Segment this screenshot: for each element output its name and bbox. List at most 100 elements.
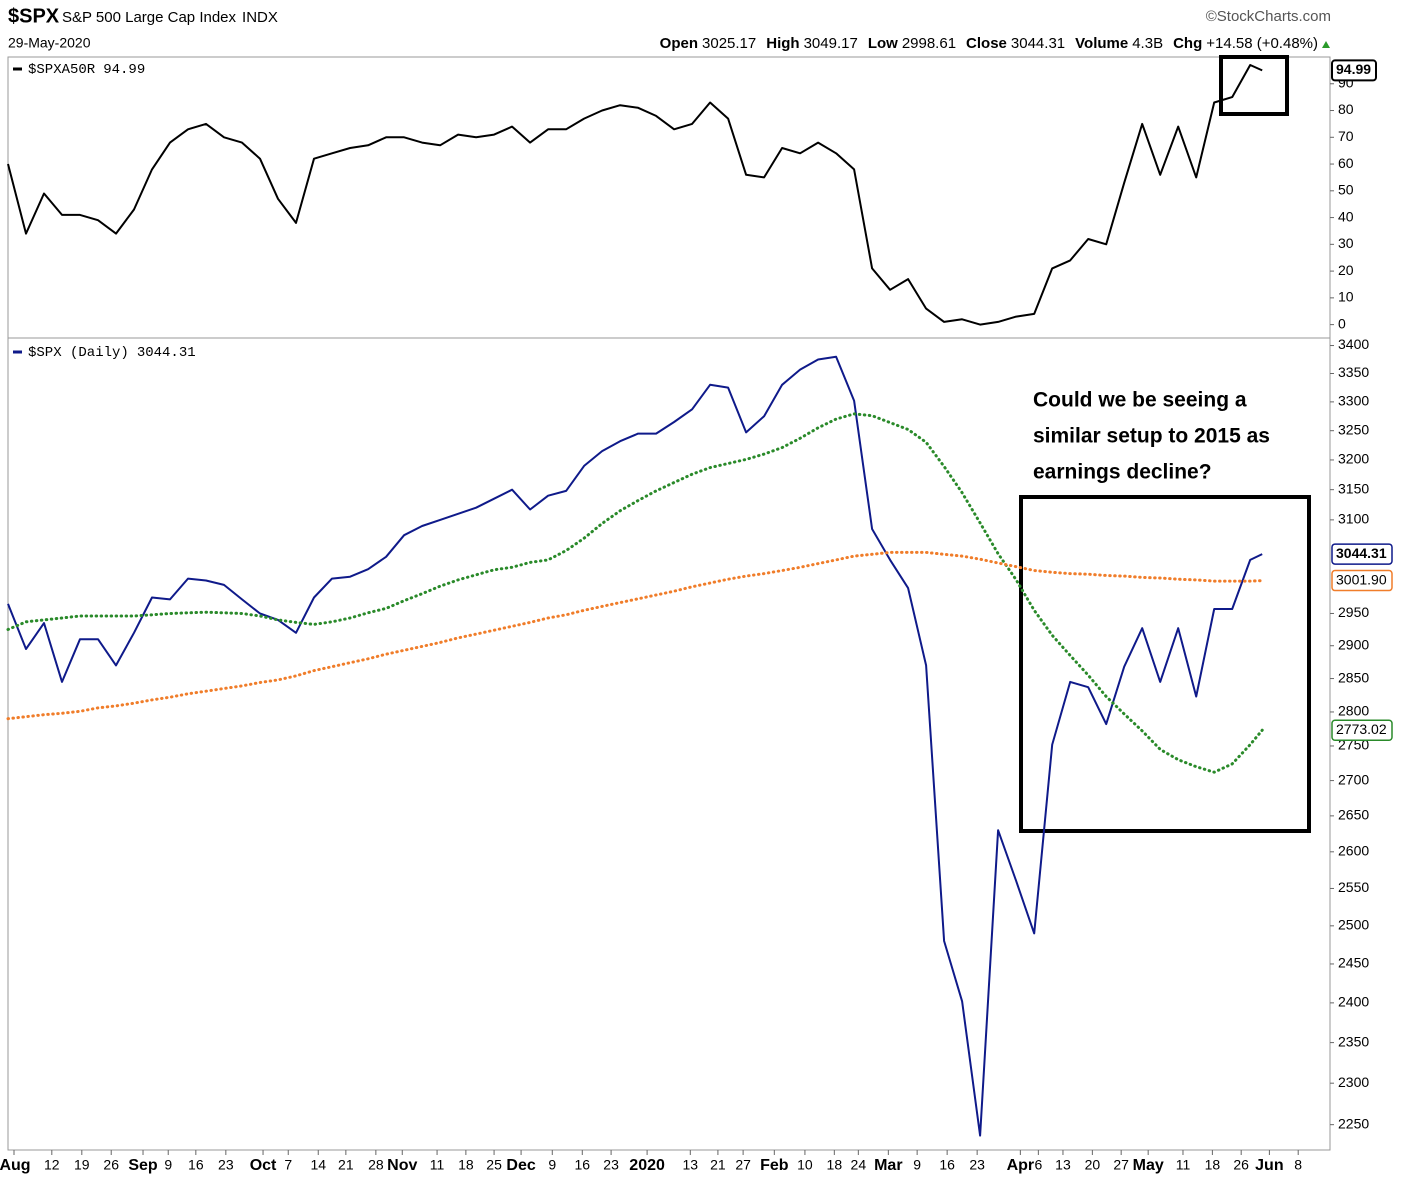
- date: 29-May-2020: [8, 35, 91, 51]
- quote-line: Open 3025.17 High 3049.17 Low 2998.61 Close 304…: [660, 35, 1318, 52]
- legend-name: $SPX (Daily): [28, 345, 129, 361]
- y-tick-label: 2300: [1338, 1074, 1369, 1090]
- moving-average-line: [6, 412, 1264, 774]
- last-value-tag: [1331, 543, 1393, 565]
- last-value-tag: [1331, 569, 1393, 592]
- y-tick-label: 70: [1338, 128, 1354, 144]
- legend-value: 94.99: [103, 62, 145, 78]
- bottom-panel: [7, 337, 1331, 1151]
- x-tick-label: 12: [44, 1157, 60, 1173]
- x-tick-label: 23: [969, 1157, 985, 1173]
- x-tick-label: Dec: [506, 1157, 535, 1174]
- y-tick-label: 2500: [1338, 917, 1369, 933]
- highlight-box-bottom: [1019, 495, 1311, 833]
- x-tick-label: Apr: [1007, 1157, 1035, 1174]
- x-tick-label: 18: [827, 1157, 843, 1173]
- x-tick-label: 8: [1294, 1157, 1302, 1173]
- x-tick-label: Feb: [760, 1157, 789, 1174]
- x-tick-label: Mar: [874, 1157, 902, 1174]
- moving-average-line: [6, 550, 1264, 721]
- x-tick-label: 19: [74, 1157, 90, 1173]
- x-tick-label: 10: [797, 1157, 813, 1173]
- x-tick-label: 16: [574, 1157, 590, 1173]
- x-tick-label: Oct: [250, 1157, 277, 1174]
- up-arrow: [1322, 41, 1330, 48]
- quote-value: 4.3B: [1132, 35, 1163, 52]
- x-tick-label: 20: [1085, 1157, 1101, 1173]
- x-tick-label: 23: [218, 1157, 234, 1173]
- x-tick-label: 16: [188, 1157, 204, 1173]
- x-tick-label: 16: [939, 1157, 955, 1173]
- x-tick-label: 11: [430, 1157, 445, 1173]
- quote-label: Open: [660, 35, 698, 52]
- y-tick-label: 2600: [1338, 843, 1369, 859]
- index-name: S&P 500 Large Cap Index INDX: [62, 9, 278, 26]
- last-value-label: 94.99: [1336, 61, 1371, 77]
- y-tick-label: 3250: [1338, 421, 1369, 437]
- x-tick-label: 6: [1034, 1157, 1042, 1173]
- x-tick-label: 21: [338, 1157, 354, 1173]
- x-tick-label: 25: [486, 1157, 502, 1173]
- annotation: similar setup to 2015 as: [1033, 425, 1270, 448]
- y-tick-label: 2400: [1338, 994, 1369, 1010]
- y-tick-label: 10: [1338, 289, 1354, 305]
- x-tick-label: 11: [1176, 1157, 1191, 1173]
- x-tick-label: 28: [368, 1157, 384, 1173]
- x-tick-label: 13: [683, 1157, 699, 1173]
- x-tick-label: Aug: [0, 1157, 31, 1174]
- y-tick-label: 60: [1338, 155, 1354, 171]
- quote-label: Close: [966, 35, 1007, 52]
- x-tick-label: 9: [164, 1157, 172, 1173]
- symbol: $SPX: [8, 5, 60, 27]
- quote-label: Chg: [1173, 35, 1202, 52]
- annotation: earnings decline?: [1033, 461, 1212, 484]
- y-tick-label: 3400: [1338, 336, 1369, 352]
- last-value-tag: [1331, 59, 1377, 82]
- x-tick-label: Sep: [128, 1157, 158, 1174]
- x-tick-label: 9: [548, 1157, 556, 1173]
- x-tick-label: Nov: [387, 1157, 417, 1174]
- y-tick-label: 2950: [1338, 604, 1369, 620]
- last-value-label: 3044.31: [1336, 545, 1387, 561]
- y-tick-label: 3150: [1338, 480, 1369, 496]
- x-tick-label: Jun: [1255, 1157, 1283, 1174]
- y-tick-label: 3100: [1338, 511, 1369, 527]
- legend-value: 3044.31: [137, 345, 196, 361]
- y-tick-label: 2650: [1338, 807, 1369, 823]
- x-tick-label: 21: [710, 1157, 726, 1173]
- legend-name: $SPXA50R: [28, 62, 96, 78]
- y-tick-label: 2850: [1338, 669, 1369, 685]
- index-name-text: S&P 500 Large Cap Index: [62, 9, 237, 26]
- x-tick-label: 7: [284, 1157, 292, 1173]
- x-tick-label: 24: [851, 1157, 867, 1173]
- last-value-label: 3001.90: [1336, 571, 1387, 587]
- x-tick-label: 26: [1233, 1157, 1249, 1173]
- x-tick-label: 18: [458, 1157, 474, 1173]
- y-tick-label: 3350: [1338, 364, 1369, 380]
- x-tick-label: 27: [735, 1157, 751, 1173]
- y-tick-label: 3200: [1338, 451, 1369, 467]
- y-tick-label: 30: [1338, 235, 1354, 251]
- top-panel: [7, 56, 1331, 339]
- y-tick-label: 2700: [1338, 771, 1369, 787]
- exchange: INDX: [242, 9, 278, 26]
- quote-value: 2998.61: [902, 35, 956, 52]
- y-tick-label: 40: [1338, 208, 1354, 224]
- source: ©StockCharts.com: [1206, 8, 1331, 25]
- y-tick-label: 3300: [1338, 393, 1369, 409]
- y-tick-label: 2250: [1338, 1115, 1369, 1131]
- y-tick-label: 0: [1338, 315, 1346, 331]
- x-tick-label: 2020: [629, 1157, 665, 1174]
- quote-value: 3044.31: [1011, 35, 1065, 52]
- y-tick-label: 20: [1338, 262, 1354, 278]
- y-tick-label: 2450: [1338, 955, 1369, 971]
- legend-entry: $SPXA50R 94.99: [28, 62, 145, 78]
- price-line: [7, 355, 1263, 1137]
- y-tick-label: 2800: [1338, 703, 1369, 719]
- x-tick-label: 27: [1113, 1157, 1129, 1173]
- x-tick-label: 9: [913, 1157, 921, 1173]
- y-tick-label: 80: [1338, 101, 1354, 117]
- quote-value: +14.58 (+0.48%): [1206, 35, 1318, 52]
